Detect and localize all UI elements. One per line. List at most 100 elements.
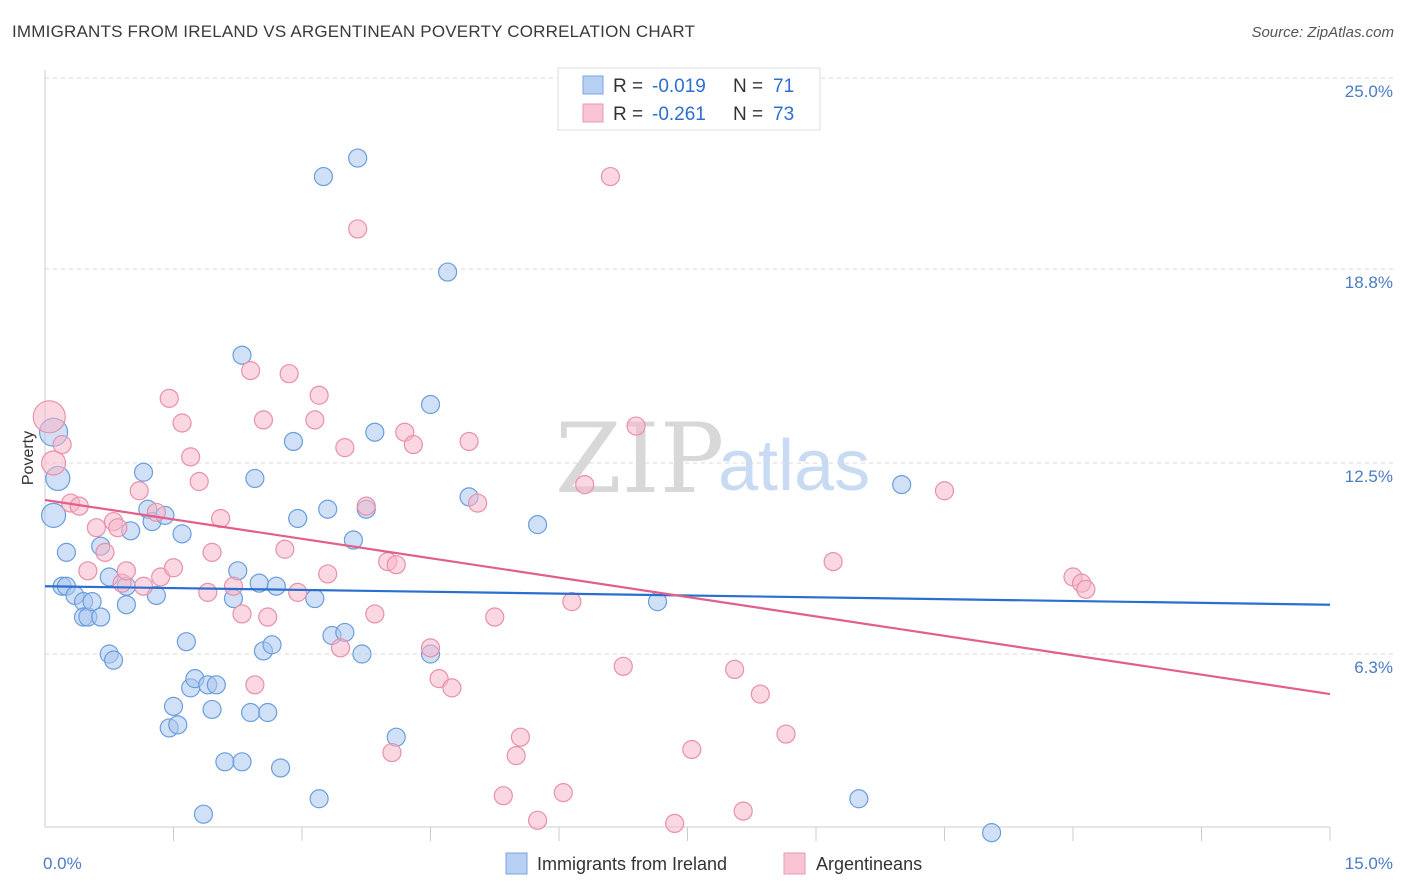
point-argentineans-69 — [934, 481, 955, 501]
point-ireland-22 — [146, 585, 166, 606]
point-ireland-60 — [365, 422, 385, 442]
point-ireland-38 — [232, 752, 252, 772]
point-ireland-66 — [527, 515, 548, 535]
point-ireland-70 — [982, 823, 1002, 843]
point-ireland-19 — [133, 462, 154, 482]
point-ireland-2 — [40, 502, 67, 528]
point-ireland-48 — [283, 431, 304, 452]
point-ireland-49 — [288, 508, 308, 529]
y-tick-label-2: 18.8% — [1345, 273, 1393, 292]
point-argentineans-9 — [108, 518, 128, 538]
point-argentineans-38 — [348, 219, 368, 239]
point-argentineans-5 — [78, 561, 98, 581]
point-ireland-68 — [849, 789, 869, 809]
point-ireland-53 — [318, 499, 338, 519]
point-argentineans-21 — [198, 582, 218, 602]
point-argentineans-20 — [189, 471, 209, 492]
point-ireland-41 — [245, 468, 265, 489]
point-argentineans-16 — [159, 388, 179, 408]
point-argentineans-65 — [733, 801, 753, 821]
legend-n-label-ireland: N = — [733, 76, 763, 97]
legend-r-value-argentineans: -0.261 — [652, 104, 706, 125]
point-argentineans-58 — [575, 474, 595, 495]
x-tick-label-1: 15.0% — [1345, 854, 1393, 873]
point-argentineans-34 — [309, 385, 329, 405]
watermark-atlas: atlas — [718, 426, 870, 506]
legend-bottom: Immigrants from Ireland Argentineans — [505, 852, 922, 875]
point-argentineans-61 — [626, 416, 646, 436]
point-argentineans-13 — [133, 576, 154, 596]
trend-lines — [44, 498, 1331, 696]
point-argentineans-24 — [223, 576, 244, 596]
y-tick-label-0: 6.3% — [1354, 658, 1393, 677]
x-tick-label-0: 0.0% — [43, 854, 82, 873]
point-argentineans-6 — [86, 518, 107, 538]
point-argentineans-28 — [253, 410, 274, 430]
point-ireland-26 — [168, 715, 188, 735]
point-ireland-25 — [163, 696, 184, 716]
legend-n-label-argentineans: N = — [733, 104, 763, 125]
axes — [44, 70, 1331, 841]
point-ireland-47 — [270, 758, 291, 778]
point-argentineans-68 — [823, 551, 843, 572]
point-argentineans-51 — [485, 607, 505, 627]
point-argentineans-53 — [506, 746, 526, 766]
point-argentineans-64 — [725, 659, 745, 680]
chart-source: Source: ZipAtlas.com — [1251, 24, 1394, 41]
point-ireland-51 — [309, 789, 329, 809]
point-argentineans-42 — [382, 742, 402, 763]
trend-line-ireland — [44, 585, 1331, 606]
point-ireland-4 — [56, 542, 77, 562]
y-axis-label: Poverty — [20, 431, 37, 485]
legend-r-value-ireland: -0.019 — [652, 76, 706, 97]
point-argentineans-67 — [776, 724, 796, 744]
point-argentineans-7 — [95, 542, 115, 562]
bottom-legend-swatch-ireland — [505, 852, 528, 875]
watermark: ZIP atlas — [555, 403, 870, 515]
point-argentineans-30 — [275, 539, 295, 559]
legend-n-value-ireland: 71 — [773, 76, 794, 97]
point-ireland-27 — [172, 524, 192, 544]
point-argentineans-15 — [151, 567, 171, 587]
point-ireland-15 — [103, 650, 124, 670]
point-argentineans-0 — [32, 400, 66, 434]
point-argentineans-59 — [600, 166, 621, 187]
point-ireland-17 — [116, 595, 136, 615]
legend-swatch-ireland — [582, 75, 604, 95]
point-ireland-39 — [232, 345, 252, 365]
point-ireland-35 — [215, 752, 235, 772]
point-argentineans-35 — [318, 564, 338, 584]
data-points — [32, 148, 1096, 843]
point-ireland-40 — [241, 702, 261, 723]
point-ireland-57 — [348, 148, 368, 168]
point-argentineans-18 — [172, 413, 192, 433]
point-ireland-52 — [313, 166, 334, 187]
point-ireland-62 — [420, 394, 441, 415]
point-argentineans-56 — [553, 783, 573, 803]
legend-top: R = -0.019 N = 71 R = -0.261 N = 73 — [557, 67, 821, 131]
legend-r-label-argentineans: R = — [613, 104, 643, 125]
point-ireland-46 — [266, 576, 286, 596]
chart-title: IMMIGRANTS FROM IRELAND VS ARGENTINEAN P… — [12, 22, 696, 41]
point-ireland-45 — [262, 635, 282, 655]
legend-r-label-ireland: R = — [613, 76, 643, 97]
point-argentineans-40 — [365, 604, 385, 624]
point-argentineans-26 — [241, 361, 261, 381]
point-ireland-34 — [206, 675, 226, 695]
point-argentineans-66 — [750, 684, 770, 704]
point-ireland-50 — [305, 588, 325, 609]
point-ireland-11 — [91, 607, 111, 627]
point-ireland-28 — [176, 632, 196, 652]
point-argentineans-32 — [288, 582, 308, 602]
point-argentineans-37 — [335, 438, 355, 458]
point-argentineans-47 — [429, 669, 449, 689]
point-argentineans-63 — [682, 739, 702, 760]
point-argentineans-50 — [468, 493, 488, 513]
trend-line-argentineans — [44, 498, 1331, 696]
bottom-legend-label-ireland: Immigrants from Ireland — [537, 854, 727, 874]
point-ireland-64 — [438, 262, 458, 282]
point-argentineans-60 — [613, 656, 633, 676]
point-ireland-58 — [352, 644, 372, 664]
point-argentineans-17 — [163, 558, 184, 578]
